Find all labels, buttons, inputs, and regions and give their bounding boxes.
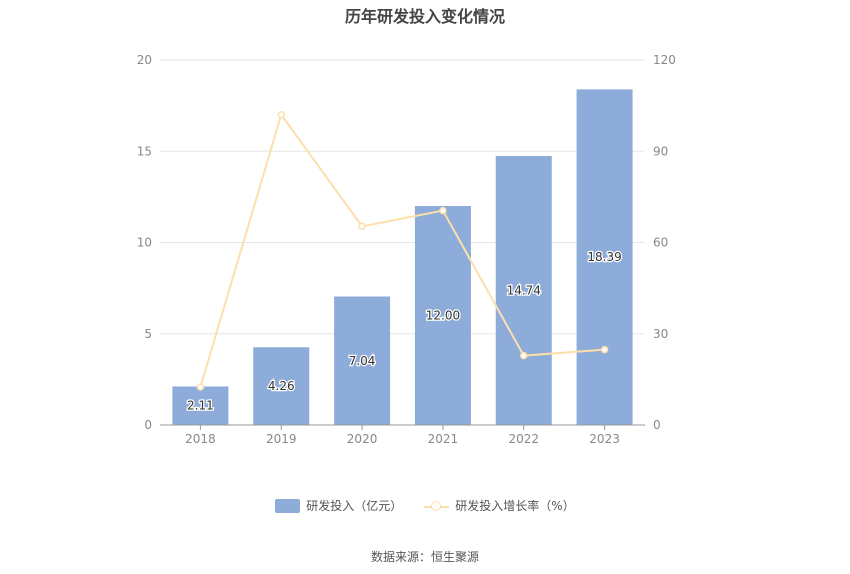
growth-rate-point [196,383,205,391]
bar [495,155,552,425]
y-right-tick-label: 60 [653,236,668,250]
y-right-tick-label: 30 [653,327,668,341]
bar-data-label: 14.74 [507,283,541,297]
legend-item-rd-investment[interactable]: 研发投入（亿元） [275,497,402,514]
bar-data-label: 2.11 [187,399,214,413]
bar [576,89,633,425]
y-left-tick-label: 10 [137,236,152,250]
y-right-tick-label: 90 [653,144,668,158]
y-left-tick-label: 5 [144,327,152,341]
growth-rate-point [520,351,528,360]
bar-data-label: 18.39 [587,250,621,264]
growth-rate-line [199,112,605,388]
x-tick-label: 2020 [347,432,378,446]
x-tick-label: 2018 [185,432,216,446]
y-left-tick-label: 0 [144,418,152,432]
y-right-tick-label: 120 [653,53,676,67]
legend-swatch-line [424,499,450,513]
legend: 研发投入（亿元） 研发投入增长率（%） [0,497,850,514]
legend-label-growth-rate: 研发投入增长率（%） [455,499,575,513]
growth-rate-point [600,345,609,354]
x-tick-label: 2022 [508,432,539,446]
legend-swatch-bar [275,498,301,513]
growth-rate-point [439,206,447,215]
legend-label-rd-investment: 研发投入（亿元） [306,499,403,513]
chart-title: 历年研发投入变化情况 [344,7,505,26]
bar [334,296,391,425]
growth-rate-point [277,111,285,119]
x-tick-label: 2019 [266,432,297,446]
y-left-tick-label: 15 [137,144,152,158]
bar [172,386,229,425]
legend-item-growth-rate[interactable]: 研发投入增长率（%） [424,497,575,514]
chart-plot: 0 0 5 30 10 60 15 90 20 120 2018 2019 2020 2021 2022 20… [137,53,676,446]
y-left-tick-label: 20 [137,53,152,67]
x-tick-label: 2021 [428,432,459,446]
y-right-tick-label: 0 [653,418,661,432]
growth-rate-point [358,222,366,231]
bar [253,347,310,425]
x-tick-label: 2023 [589,432,620,446]
bar-data-label: 7.04 [349,354,376,368]
data-source: 数据来源：恒生聚源 [370,550,479,564]
bar-data-label: 4.26 [268,379,295,393]
bar-data-label: 12.00 [426,309,460,323]
